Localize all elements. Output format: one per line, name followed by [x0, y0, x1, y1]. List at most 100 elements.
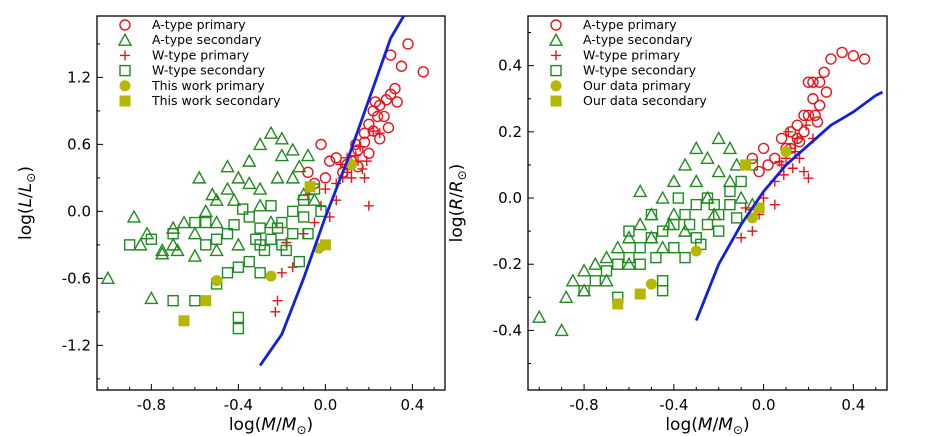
data-point: [221, 267, 234, 279]
data-point: [167, 228, 179, 240]
data-point: [363, 200, 374, 211]
y-tick-label: 0.0: [498, 189, 522, 207]
legend-label: W-type primary: [152, 47, 250, 62]
data-point: [576, 263, 592, 277]
data-point: [656, 225, 669, 237]
data-point: [825, 53, 837, 65]
data-point: [100, 270, 116, 285]
data-point: [600, 265, 613, 277]
series-6: [694, 90, 884, 322]
data-point: [417, 66, 429, 78]
model-curve: [258, 16, 405, 367]
y-tick-label: -0.2: [493, 255, 522, 273]
legend-label: A-type secondary: [583, 32, 693, 47]
data-point: [645, 278, 657, 290]
data-point: [252, 181, 268, 195]
x-tick-label: 0.4: [841, 396, 865, 414]
legend-marker: [120, 50, 130, 61]
y-tick-label: -1.2: [62, 336, 91, 354]
data-point: [701, 192, 714, 204]
data-point: [192, 170, 207, 184]
data-point: [711, 164, 726, 178]
data-point: [319, 239, 331, 251]
data-point: [357, 163, 368, 174]
data-point: [612, 258, 624, 270]
legend-marker: [550, 19, 562, 31]
data-point: [655, 240, 670, 254]
data-point: [746, 212, 758, 224]
data-point: [588, 256, 603, 270]
data-point: [270, 306, 281, 317]
data-point: [274, 148, 290, 162]
data-point: [346, 172, 357, 183]
data-point: [368, 125, 379, 136]
data-point: [780, 146, 792, 158]
data-point: [144, 290, 159, 305]
data-point: [599, 273, 614, 287]
data-point: [250, 233, 262, 245]
legend-label: A-type primary: [583, 17, 677, 32]
plot-frame: [527, 15, 888, 391]
data-point: [677, 223, 693, 237]
data-point: [189, 216, 201, 229]
data-point: [389, 82, 401, 95]
x-axis-label: log(M/M⊙): [665, 415, 749, 436]
data-point: [792, 133, 803, 144]
data-point: [211, 275, 223, 287]
data-point: [220, 181, 235, 195]
data-point: [378, 110, 390, 123]
data-point: [231, 170, 246, 184]
legend-marker: [548, 32, 564, 46]
data-point: [736, 232, 747, 243]
data-point: [802, 76, 815, 88]
data-point: [200, 216, 212, 229]
data-point: [359, 172, 370, 183]
y-axis-label: log(L/L⊙): [16, 166, 38, 240]
data-point: [293, 255, 305, 268]
x-tick-label: 0.4: [400, 396, 424, 414]
data-point: [276, 267, 287, 278]
data-point: [271, 222, 284, 234]
data-point: [645, 232, 658, 244]
y-axis-label: log(R/R⊙): [447, 164, 469, 243]
legend-label: W-type secondary: [583, 63, 697, 78]
data-point: [307, 192, 322, 206]
data-point: [633, 183, 648, 198]
data-point: [302, 228, 314, 240]
x-tick-label: -0.4: [224, 396, 253, 414]
data-point: [753, 202, 765, 214]
data-point: [363, 118, 375, 130]
data-point: [578, 285, 590, 297]
data-point: [287, 228, 299, 240]
data-point: [320, 184, 331, 195]
data-point: [730, 212, 743, 224]
data-point: [265, 233, 277, 245]
data-point: [610, 240, 625, 254]
y-tick-label: -0.4: [493, 321, 522, 339]
data-point: [315, 138, 327, 151]
data-point: [683, 218, 696, 231]
data-point: [170, 242, 185, 257]
data-point: [285, 170, 300, 184]
x-tick-label: -0.8: [137, 396, 166, 414]
data-point: [634, 241, 646, 254]
series-3: [578, 159, 759, 304]
data-point: [807, 76, 819, 88]
data-point: [167, 294, 179, 307]
data-point: [287, 205, 299, 218]
data-point: [690, 245, 702, 257]
data-point: [554, 322, 569, 337]
data-point: [740, 159, 752, 171]
data-point: [634, 288, 646, 300]
data-point: [304, 181, 316, 193]
plot-area: [100, 16, 429, 367]
series-5: [612, 159, 765, 310]
data-point: [813, 99, 826, 112]
data-point: [402, 38, 414, 50]
data-point: [374, 128, 385, 139]
data-point: [701, 218, 714, 231]
x-tick-label: 0.0: [752, 396, 776, 414]
data-point: [778, 169, 789, 180]
data-point: [775, 132, 788, 145]
